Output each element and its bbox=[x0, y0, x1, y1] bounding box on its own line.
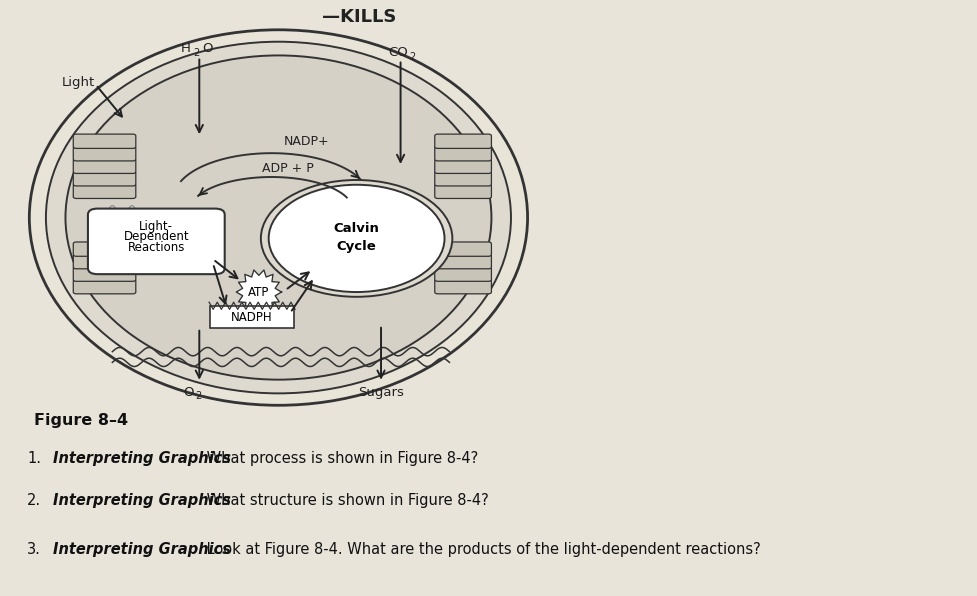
Text: Dependent: Dependent bbox=[123, 230, 190, 243]
Text: Calvin: Calvin bbox=[334, 222, 379, 235]
Text: ATP: ATP bbox=[248, 285, 270, 299]
Text: Figure 8–4: Figure 8–4 bbox=[34, 412, 128, 428]
Text: What structure is shown in Figure 8-4?: What structure is shown in Figure 8-4? bbox=[201, 493, 489, 508]
FancyBboxPatch shape bbox=[435, 159, 491, 173]
Text: Light-: Light- bbox=[140, 220, 173, 233]
Text: NADP+: NADP+ bbox=[283, 135, 329, 148]
FancyBboxPatch shape bbox=[435, 134, 491, 148]
Text: NADPH: NADPH bbox=[232, 311, 273, 324]
FancyBboxPatch shape bbox=[73, 280, 136, 294]
Ellipse shape bbox=[29, 30, 528, 405]
Text: Look at Figure 8-4. What are the products of the light-dependent reactions?: Look at Figure 8-4. What are the product… bbox=[201, 542, 760, 557]
Text: O: O bbox=[184, 386, 194, 399]
FancyBboxPatch shape bbox=[435, 147, 491, 161]
FancyBboxPatch shape bbox=[435, 242, 491, 256]
Text: 2.: 2. bbox=[27, 493, 41, 508]
Text: Sugars: Sugars bbox=[359, 386, 404, 399]
Text: 2: 2 bbox=[193, 48, 199, 58]
Text: ADP + P: ADP + P bbox=[262, 162, 314, 175]
Text: 1.: 1. bbox=[27, 451, 41, 467]
Text: 3.: 3. bbox=[27, 542, 41, 557]
Text: What process is shown in Figure 8-4?: What process is shown in Figure 8-4? bbox=[201, 451, 478, 467]
FancyBboxPatch shape bbox=[88, 209, 225, 274]
Text: Reactions: Reactions bbox=[128, 241, 185, 254]
FancyBboxPatch shape bbox=[73, 159, 136, 173]
Text: Light: Light bbox=[62, 76, 95, 89]
FancyBboxPatch shape bbox=[210, 306, 294, 328]
FancyBboxPatch shape bbox=[435, 172, 491, 186]
FancyBboxPatch shape bbox=[73, 254, 136, 269]
Ellipse shape bbox=[65, 55, 491, 380]
Text: 2: 2 bbox=[195, 392, 201, 401]
FancyBboxPatch shape bbox=[73, 267, 136, 281]
FancyBboxPatch shape bbox=[73, 134, 136, 148]
FancyBboxPatch shape bbox=[73, 172, 136, 186]
Text: O: O bbox=[202, 42, 213, 55]
Text: —KILLS: —KILLS bbox=[322, 8, 397, 26]
Text: 2: 2 bbox=[409, 52, 415, 61]
Polygon shape bbox=[236, 270, 281, 314]
Text: CO: CO bbox=[388, 46, 407, 59]
Text: Cycle: Cycle bbox=[337, 240, 376, 253]
Text: Interpreting Graphics: Interpreting Graphics bbox=[53, 542, 231, 557]
FancyBboxPatch shape bbox=[435, 184, 491, 198]
Text: H: H bbox=[181, 42, 191, 55]
FancyBboxPatch shape bbox=[435, 267, 491, 281]
Text: Interpreting Graphics: Interpreting Graphics bbox=[53, 451, 231, 467]
FancyBboxPatch shape bbox=[435, 254, 491, 269]
Circle shape bbox=[261, 180, 452, 297]
Ellipse shape bbox=[46, 42, 511, 393]
FancyBboxPatch shape bbox=[73, 242, 136, 256]
FancyBboxPatch shape bbox=[435, 280, 491, 294]
FancyBboxPatch shape bbox=[73, 184, 136, 198]
Text: Interpreting Graphics: Interpreting Graphics bbox=[53, 493, 231, 508]
Circle shape bbox=[269, 185, 445, 292]
FancyBboxPatch shape bbox=[73, 147, 136, 161]
